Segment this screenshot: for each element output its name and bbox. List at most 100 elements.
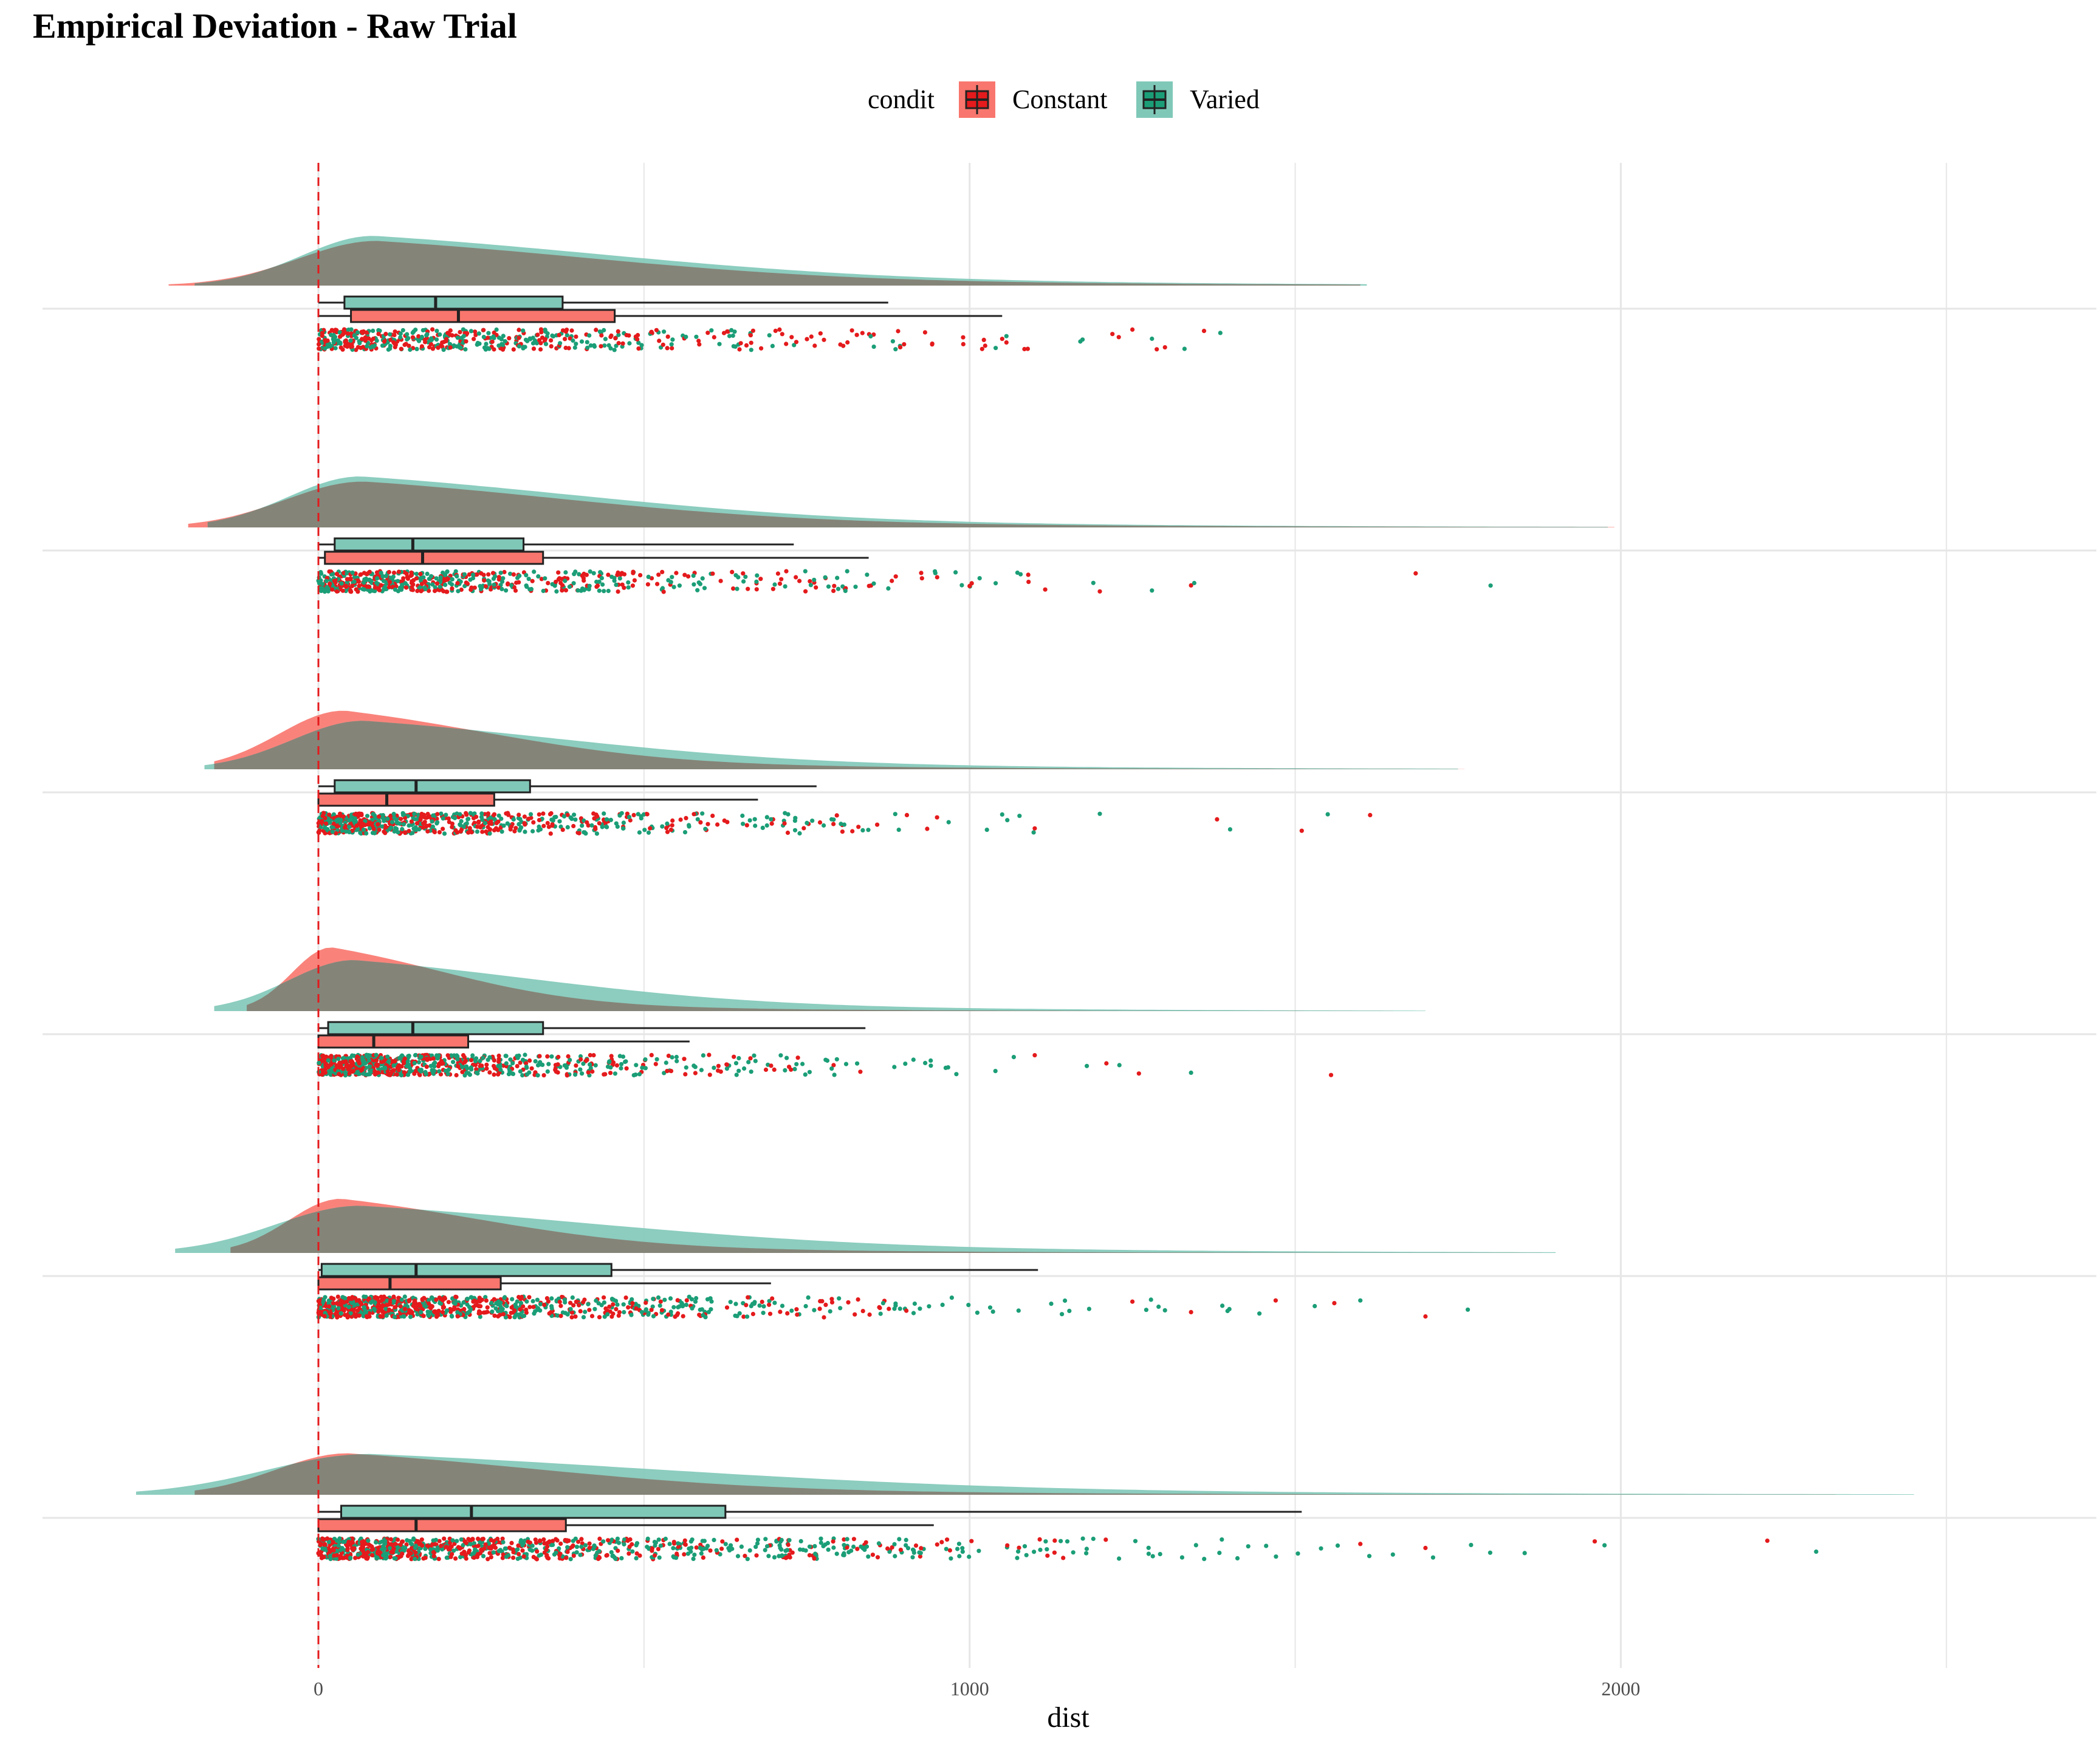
point-varied bbox=[568, 1057, 572, 1062]
point-constant bbox=[624, 1066, 629, 1071]
point-varied bbox=[537, 1553, 541, 1558]
point-varied bbox=[347, 829, 352, 834]
point-constant bbox=[676, 1311, 681, 1316]
boxplot-varied bbox=[318, 1263, 1038, 1277]
point-varied bbox=[361, 827, 366, 832]
point-constant bbox=[554, 1069, 558, 1074]
point-constant bbox=[464, 1540, 468, 1545]
point-varied bbox=[391, 1299, 396, 1303]
point-constant bbox=[560, 828, 565, 832]
point-outlier bbox=[1390, 1552, 1395, 1557]
point-varied bbox=[609, 574, 614, 579]
point-constant bbox=[913, 1543, 919, 1548]
point-constant bbox=[496, 577, 501, 582]
point-constant bbox=[794, 340, 799, 345]
point-varied bbox=[904, 1537, 908, 1542]
point-varied bbox=[803, 1304, 808, 1309]
point-constant bbox=[592, 816, 597, 821]
point-varied bbox=[468, 1306, 473, 1312]
point-constant bbox=[375, 1295, 380, 1300]
point-varied bbox=[501, 576, 506, 581]
point-constant bbox=[1155, 347, 1159, 352]
point-constant bbox=[541, 1073, 546, 1078]
point-constant bbox=[645, 582, 650, 587]
point-outlier bbox=[1814, 1549, 1819, 1554]
point-constant bbox=[741, 1314, 746, 1319]
point-constant bbox=[346, 1539, 351, 1545]
point-varied bbox=[319, 571, 324, 576]
point-constant bbox=[455, 1314, 460, 1319]
box-iqr bbox=[343, 295, 564, 310]
point-varied bbox=[493, 574, 498, 579]
point-outlier bbox=[1150, 588, 1155, 593]
point-constant bbox=[749, 340, 753, 345]
point-constant bbox=[866, 583, 871, 588]
point-outlier bbox=[1189, 1070, 1193, 1075]
point-varied bbox=[588, 343, 593, 348]
point-varied bbox=[452, 815, 458, 820]
point-constant bbox=[460, 1069, 465, 1074]
point-varied bbox=[391, 1063, 396, 1068]
point-varied bbox=[757, 1303, 762, 1308]
point-varied bbox=[943, 1065, 948, 1070]
point-varied bbox=[512, 1314, 517, 1319]
point-constant bbox=[782, 821, 787, 826]
point-varied bbox=[545, 331, 550, 336]
point-varied bbox=[443, 572, 448, 578]
point-varied bbox=[443, 582, 448, 588]
point-varied bbox=[798, 1539, 803, 1543]
point-varied bbox=[431, 1070, 436, 1076]
point-constant bbox=[434, 581, 440, 586]
point-constant bbox=[822, 337, 826, 342]
point-constant bbox=[597, 821, 602, 826]
point-constant bbox=[539, 577, 544, 582]
point-constant bbox=[401, 576, 406, 581]
point-constant bbox=[626, 1551, 631, 1556]
point-constant bbox=[453, 828, 458, 833]
point-varied bbox=[658, 1543, 663, 1548]
point-constant bbox=[589, 1314, 595, 1319]
point-varied bbox=[668, 1296, 673, 1301]
point-varied bbox=[777, 1554, 781, 1559]
point-varied bbox=[546, 1062, 551, 1066]
point-varied bbox=[878, 1311, 883, 1316]
point-constant bbox=[744, 1303, 749, 1308]
point-constant bbox=[444, 1545, 449, 1549]
point-varied bbox=[646, 830, 651, 835]
point-varied bbox=[893, 1301, 898, 1306]
point-constant bbox=[616, 589, 620, 594]
point-varied bbox=[1091, 1536, 1096, 1542]
point-varied bbox=[657, 1303, 662, 1308]
point-varied bbox=[402, 1545, 407, 1550]
point-constant bbox=[348, 577, 353, 582]
point-constant bbox=[440, 1309, 445, 1314]
point-constant bbox=[357, 1313, 362, 1318]
point-varied bbox=[516, 815, 521, 821]
point-constant bbox=[785, 830, 791, 836]
point-varied bbox=[674, 1556, 679, 1560]
point-constant bbox=[1025, 346, 1030, 351]
point-varied bbox=[503, 339, 507, 344]
point-varied bbox=[564, 333, 569, 338]
point-constant bbox=[388, 1537, 394, 1542]
point-constant bbox=[767, 1311, 773, 1316]
point-varied bbox=[422, 585, 427, 590]
point-varied bbox=[646, 574, 651, 580]
point-constant bbox=[656, 1546, 661, 1551]
point-varied bbox=[516, 1053, 521, 1058]
point-varied bbox=[690, 1306, 695, 1311]
point-varied bbox=[530, 829, 535, 834]
point-constant bbox=[512, 1308, 517, 1313]
point-constant bbox=[546, 1299, 551, 1304]
point-varied bbox=[352, 579, 357, 584]
point-constant bbox=[809, 334, 814, 339]
point-varied bbox=[500, 343, 506, 348]
point-constant bbox=[596, 1556, 601, 1561]
point-varied bbox=[967, 1554, 972, 1559]
raincloud-row bbox=[214, 947, 1426, 1078]
point-varied bbox=[600, 582, 605, 587]
point-varied bbox=[860, 1546, 865, 1551]
point-constant bbox=[374, 1062, 379, 1067]
point-constant bbox=[472, 337, 476, 341]
point-constant bbox=[427, 1071, 432, 1076]
